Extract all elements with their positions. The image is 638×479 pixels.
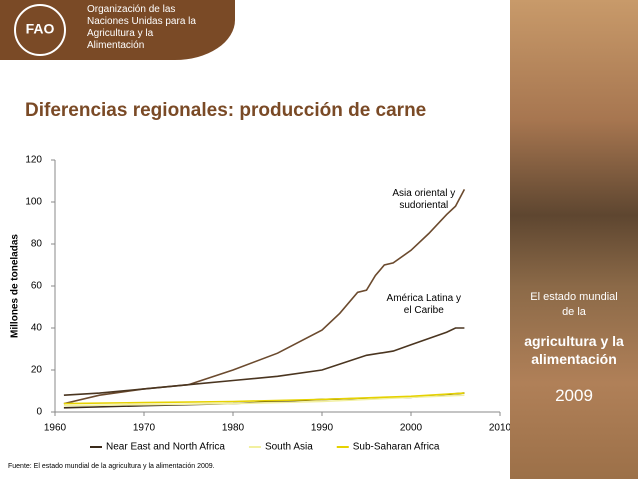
x-tick-label: 1980	[222, 423, 245, 434]
legend-label: Sub-Saharan Africa	[353, 442, 440, 453]
x-tick-label: 1960	[44, 423, 67, 434]
sidebar: El estado mundial de la agricultura y la…	[510, 0, 638, 479]
legend-label: South Asia	[265, 442, 313, 453]
logo: FAO	[14, 4, 66, 56]
y-tick-label: 100	[25, 197, 42, 208]
series-annotation: Asia oriental y	[392, 188, 455, 199]
chart-title: Diferencias regionales: producción de ca…	[25, 100, 426, 121]
x-tick-label: 2000	[400, 423, 423, 434]
y-axis-label: Millones de toneladas	[10, 234, 21, 338]
y-tick-label: 80	[31, 239, 43, 250]
series-annotation: sudoriental	[399, 200, 448, 211]
y-tick-label: 0	[36, 407, 42, 418]
y-tick-label: 60	[31, 281, 43, 292]
sidebar-year: 2009	[555, 386, 593, 405]
x-tick-label: 1990	[311, 423, 334, 434]
x-tick-label: 1970	[133, 423, 156, 434]
y-tick-label: 120	[25, 155, 42, 166]
series-annotation: el Caribe	[404, 305, 444, 316]
chart: Diferencias regionales: producción de ca…	[8, 100, 510, 470]
series-line	[63, 327, 465, 396]
source-note: Fuente: El estado mundial de la agricult…	[8, 463, 215, 470]
sidebar-line: El estado mundial de la	[530, 291, 618, 318]
svg-text:FAO: FAO	[26, 21, 55, 37]
header-band: FAO Organización de las Naciones Unidas …	[0, 0, 235, 60]
series-line	[63, 392, 465, 405]
sidebar-heading: agricultura y la alimentación	[524, 333, 624, 367]
series-line	[63, 394, 465, 407]
y-tick-label: 20	[31, 365, 43, 376]
org-name: Organización de las Naciones Unidas para…	[87, 4, 196, 51]
y-tick-label: 40	[31, 323, 43, 334]
x-tick-label: 2010	[489, 423, 510, 434]
legend-label: Near East and North Africa	[106, 442, 225, 453]
series-annotation: América Latina y	[387, 293, 461, 304]
